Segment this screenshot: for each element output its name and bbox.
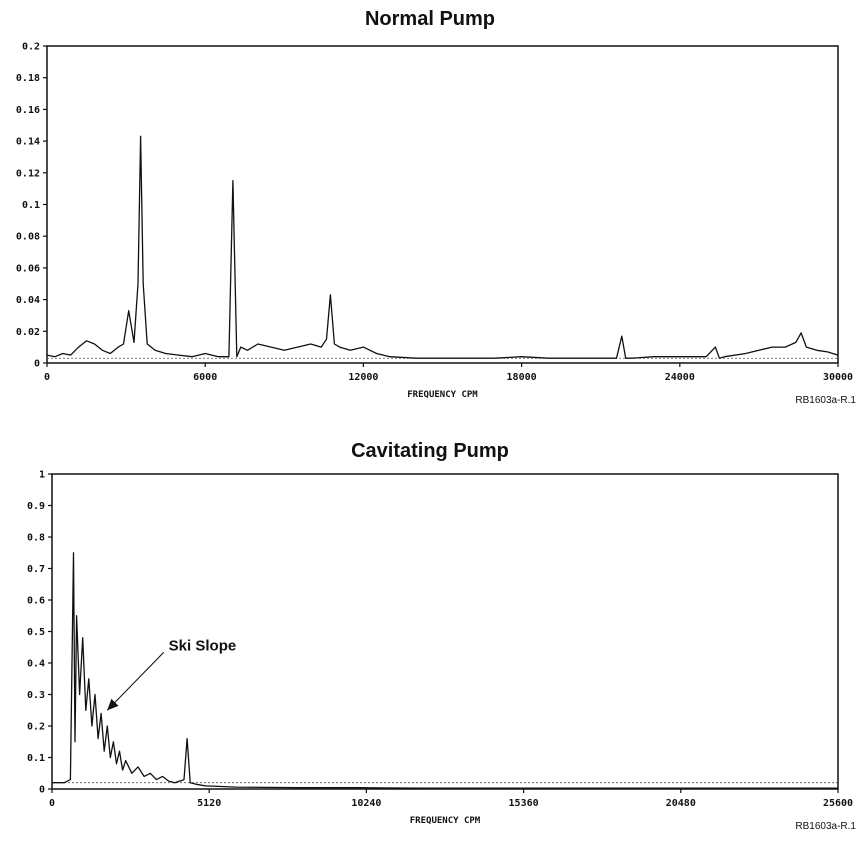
chart-title: Normal Pump [364, 8, 496, 30]
annotation-label: Ski Slope [169, 637, 237, 654]
x-tick-label: 5120 [197, 798, 221, 809]
y-tick-label: 1 [39, 470, 45, 481]
spectrum-series-line [46, 135, 839, 359]
x-tick-label: 6000 [193, 372, 217, 383]
y-tick-label: 0 [34, 359, 40, 370]
y-tick-label: 0.5 [27, 627, 45, 638]
y-tick-label: 0.04 [16, 295, 40, 306]
spectrum-series-line [52, 552, 838, 789]
y-tick-label: 0.08 [16, 232, 40, 243]
x-tick-label: 0 [49, 798, 55, 809]
annotation-arrow-head [107, 698, 119, 711]
x-tick-label: 18000 [507, 372, 537, 383]
y-tick-label: 0.02 [16, 327, 40, 338]
y-tick-label: 0.9 [27, 501, 45, 512]
y-tick-label: 0.3 [27, 690, 45, 701]
y-tick-label: 0.1 [27, 753, 45, 764]
plot-frame [46, 45, 839, 364]
x-axis-label: FREQUENCY CPM [410, 816, 481, 826]
x-axis-label: FREQUENCY CPM [407, 390, 478, 400]
y-tick-label: 0.16 [16, 105, 40, 116]
y-tick-label: 0.8 [27, 533, 45, 544]
x-tick-label: 0 [44, 372, 50, 383]
plot-frame [51, 473, 839, 790]
x-tick-label: 24000 [665, 372, 695, 383]
x-tick-label: 15360 [509, 798, 539, 809]
y-tick-label: 0.7 [27, 564, 45, 575]
y-tick-label: 0.2 [22, 42, 40, 53]
y-tick-label: 0.4 [27, 659, 45, 670]
figure-reference-code: RB1603a-R.1 [795, 395, 856, 406]
cavitating-pump-plot: 0 0.1 0.2 0.3 0.4 0.5 0.6 0.7 0.8 0.9 1 0 5120 10240 1… [27, 470, 856, 833]
x-tick-label: 20480 [666, 798, 696, 809]
chart-title: Cavitating Pump [351, 440, 509, 462]
x-tick-label: 12000 [348, 372, 378, 383]
x-tick-label: 25600 [823, 798, 853, 809]
y-tick-label: 0.14 [16, 137, 40, 148]
annotation-arrow-line [106, 652, 165, 711]
y-tick-label: 0.2 [27, 722, 45, 733]
y-tick-label: 0.12 [16, 168, 40, 179]
y-tick-label: 0 [39, 785, 45, 796]
normal-pump-chart: Normal Pump 0 0.02 0.04 0.06 0.08 0.1 0.12 0.14… [0, 0, 860, 420]
x-tick-label: 10240 [351, 798, 381, 809]
y-tick-label: 0.1 [22, 200, 40, 211]
x-tick-label: 30000 [823, 372, 853, 383]
y-tick-label: 0.06 [16, 263, 40, 274]
cavitating-pump-chart: Cavitating Pump 0 0.1 0.2 0.3 0.4 0.5 0.6 0.7 0.… [0, 430, 860, 858]
y-tick-label: 0.6 [27, 596, 45, 607]
normal-pump-plot: 0 0.02 0.04 0.06 0.08 0.1 0.12 0.14 0.16 0.18 0.2 0… [16, 42, 857, 407]
figure-reference-code: RB1603a-R.1 [795, 821, 856, 832]
y-tick-label: 0.18 [16, 73, 40, 84]
